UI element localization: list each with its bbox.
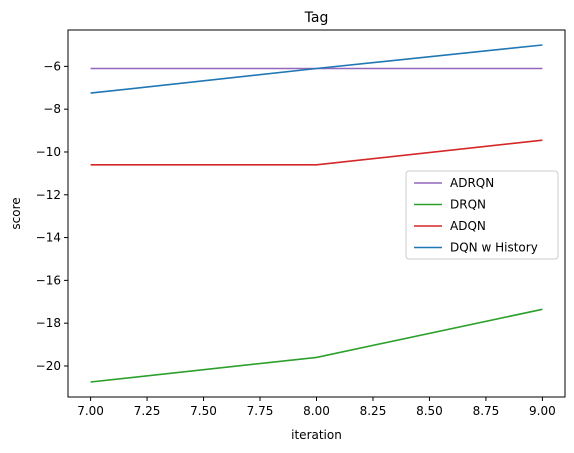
y-tick-label: −12: [36, 188, 61, 202]
x-tick-label: 7.50: [190, 404, 217, 418]
x-tick-label: 8.25: [360, 404, 387, 418]
y-tick-label: −6: [43, 59, 61, 73]
y-tick-label: −20: [36, 359, 61, 373]
legend-label: ADRQN: [450, 176, 494, 190]
chart-title: Tag: [304, 10, 329, 26]
legend: ADRQN DRQN ADQN DQN w History: [406, 171, 558, 259]
x-tick-label: 7.00: [77, 404, 104, 418]
y-tick-label: −16: [36, 273, 61, 287]
y-axis-label: score: [9, 197, 23, 229]
x-tick-label: 8.50: [416, 404, 443, 418]
y-tick-label: −10: [36, 145, 61, 159]
y-tick-label: −18: [36, 316, 61, 330]
x-tick-label: 7.75: [247, 404, 274, 418]
legend-label: ADQN: [450, 219, 486, 233]
legend-label: DRQN: [450, 198, 486, 212]
x-tick-label: 9.00: [529, 404, 556, 418]
x-axis-label: iteration: [291, 428, 342, 442]
legend-label: DQN w History: [450, 241, 538, 255]
x-tick-label: 8.75: [473, 404, 500, 418]
x-tick-label: 8.00: [303, 404, 330, 418]
y-tick-label: −8: [43, 102, 61, 116]
y-tick-label: −14: [36, 231, 61, 245]
x-tick-label: 7.25: [134, 404, 161, 418]
